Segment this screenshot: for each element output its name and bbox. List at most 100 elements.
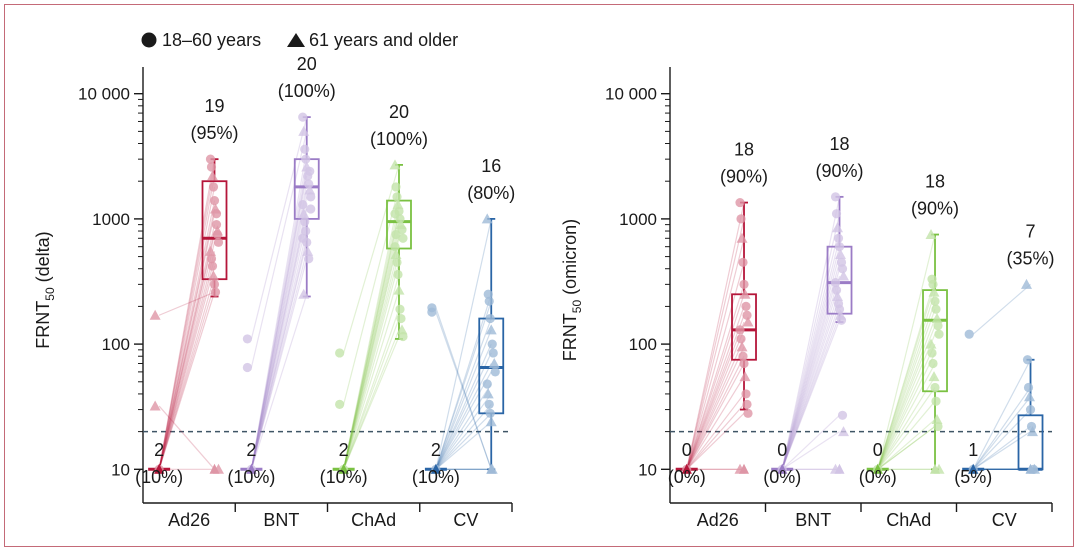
pair-line xyxy=(686,294,745,470)
pair-line xyxy=(877,363,936,470)
pair-line xyxy=(158,275,216,470)
pair-line xyxy=(158,234,216,470)
pair-line xyxy=(686,321,745,470)
data-point-right xyxy=(209,196,220,206)
pair-line xyxy=(781,431,840,470)
legend-label-old: 61 years and older xyxy=(309,30,458,50)
pair-line xyxy=(877,419,936,470)
pair-line xyxy=(686,329,745,470)
data-point-left-baseline xyxy=(968,463,979,474)
data-point-right xyxy=(743,408,753,418)
x-category-label: Ad26 xyxy=(697,510,739,530)
pair-line xyxy=(781,268,841,470)
x-category-label: CV xyxy=(992,510,1017,530)
top-annotation-count: 19 xyxy=(204,96,224,116)
data-point-right xyxy=(925,229,937,240)
data-point-right xyxy=(485,416,497,427)
data-point-right-baseline xyxy=(1025,463,1036,474)
top-annotation-pct: (100%) xyxy=(370,129,428,149)
data-point-left-baseline xyxy=(777,463,788,474)
bottom-annotation-pct: (10%) xyxy=(412,467,460,487)
y-axis-label-main: FRNT xyxy=(33,301,53,349)
data-point-right xyxy=(485,313,495,324)
pair-line xyxy=(158,166,216,470)
data-point-right xyxy=(736,341,748,352)
data-point-right xyxy=(834,304,845,314)
pair-line xyxy=(158,251,216,470)
data-point-left xyxy=(335,399,345,409)
data-point-right xyxy=(298,208,310,219)
pair-line xyxy=(250,175,308,470)
data-point-right xyxy=(306,204,316,214)
y-tick-label: 1000 xyxy=(92,210,130,229)
data-point-right xyxy=(206,162,217,172)
bottom-annotation-pct: (10%) xyxy=(227,467,275,487)
pair-line xyxy=(972,359,1032,470)
pair-line xyxy=(686,284,745,470)
pair-line xyxy=(435,307,492,470)
pair-line xyxy=(435,329,492,470)
data-point-left xyxy=(242,362,252,373)
data-point-right xyxy=(739,371,751,382)
group-bnt: BNT 20 (100%) 2 (10%) xyxy=(227,54,335,530)
y-axis-label: FRNT50 (delta) xyxy=(33,231,57,348)
data-point-right xyxy=(304,254,314,264)
data-point-right xyxy=(206,254,217,264)
pair-line xyxy=(343,196,400,470)
data-point-right xyxy=(1027,426,1039,437)
pair-line xyxy=(435,311,492,470)
data-point-left-baseline xyxy=(154,463,165,474)
data-point-right xyxy=(927,348,937,358)
pair-line xyxy=(781,196,841,470)
data-point-right xyxy=(482,379,492,389)
data-point-right xyxy=(742,399,752,409)
data-point-right xyxy=(831,285,842,295)
data-point-right xyxy=(739,288,751,299)
top-annotation-count: 20 xyxy=(297,54,317,74)
data-point-right xyxy=(488,348,498,358)
top-annotation-pct: (95%) xyxy=(190,123,238,143)
data-point-right xyxy=(738,351,748,361)
pair-line xyxy=(686,202,745,470)
pair-line xyxy=(250,131,308,368)
data-point-right xyxy=(933,421,943,432)
y-axis-label-main: FRNT xyxy=(560,313,580,361)
pair-line xyxy=(158,208,216,470)
data-point-right xyxy=(212,229,223,240)
y-axis-label-subscript: 50 xyxy=(570,300,584,314)
data-point-right xyxy=(738,257,748,267)
data-point-right xyxy=(207,261,218,271)
pair-line xyxy=(250,213,308,470)
data-point-right xyxy=(485,408,495,418)
legend-triangle-marker xyxy=(287,33,305,47)
pair-line xyxy=(781,315,841,470)
pair-line xyxy=(343,309,400,470)
data-point-right xyxy=(300,144,310,154)
pair-line xyxy=(435,403,492,470)
data-point-right xyxy=(930,296,940,306)
x-category-label: ChAd xyxy=(886,510,931,530)
x-category-label: ChAd xyxy=(351,510,396,530)
pair-line xyxy=(435,343,492,470)
pair-line xyxy=(972,409,1031,470)
data-point-left xyxy=(964,329,974,339)
data-point-right xyxy=(838,270,850,281)
x-category-label: BNT xyxy=(795,510,831,530)
data-point-right xyxy=(390,209,400,219)
x-category-label: CV xyxy=(453,510,478,530)
bottom-annotation-pct: (0%) xyxy=(668,467,706,487)
top-annotation-pct: (35%) xyxy=(1007,248,1055,268)
data-point-right xyxy=(306,192,316,202)
bottom-annotation-count: 0 xyxy=(873,440,883,460)
data-point-right xyxy=(742,316,754,327)
legend: 18–60 years 61 years and older xyxy=(141,30,458,50)
data-point-right xyxy=(739,279,749,289)
pair-line xyxy=(343,224,400,470)
y-axis-label: FRNT50 (omicron) xyxy=(560,219,584,361)
data-point-right xyxy=(735,325,745,335)
data-point-right xyxy=(393,269,403,280)
pair-line xyxy=(250,258,308,470)
data-point-right xyxy=(298,233,308,243)
y-axis-label-suffix: (delta) xyxy=(33,231,53,287)
top-annotation-pct: (80%) xyxy=(467,183,515,203)
